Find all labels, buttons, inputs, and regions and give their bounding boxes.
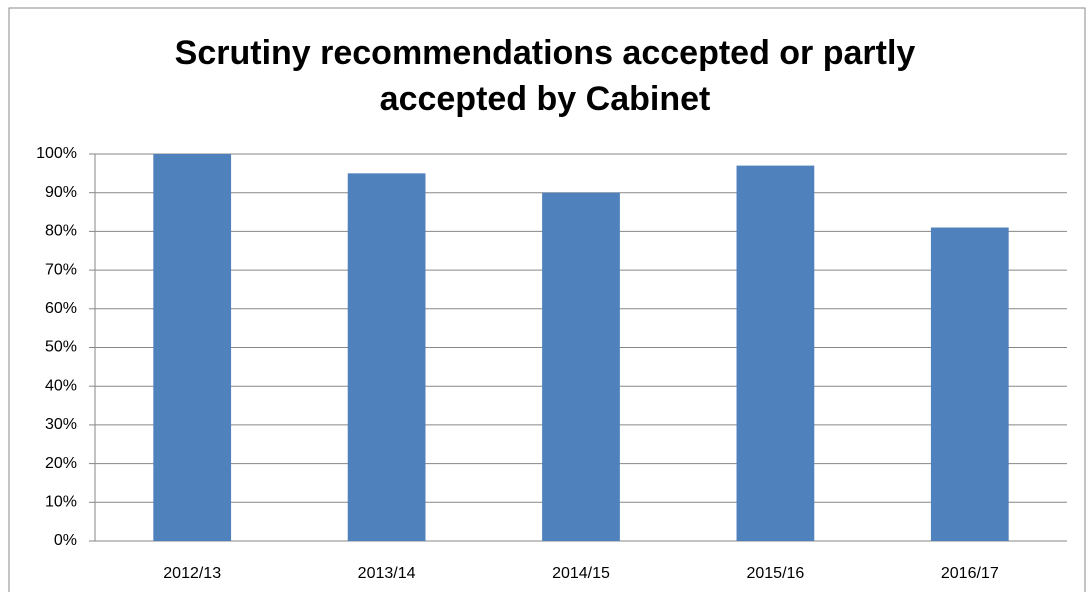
x-tick-label: 2016/17: [941, 565, 999, 582]
y-tick-label: 20%: [45, 455, 77, 472]
bar: [347, 173, 426, 541]
y-tick-label: 40%: [45, 377, 77, 394]
chart-title: Scrutiny recommendations accepted or par…: [174, 34, 916, 118]
bar: [542, 192, 620, 541]
y-tick-label: 100%: [36, 145, 77, 162]
y-tick-label: 90%: [45, 184, 77, 201]
bar: [930, 227, 1009, 541]
y-tick-label: 10%: [45, 494, 77, 511]
y-tick-label: 30%: [45, 416, 77, 433]
y-tick-label: 50%: [45, 339, 77, 356]
bar: [153, 154, 232, 541]
bar: [736, 165, 815, 542]
x-tick-label: 2013/14: [358, 565, 416, 582]
chart-border: [8, 7, 1086, 592]
y-tick-label: 70%: [45, 261, 77, 278]
x-tick-label: 2014/15: [552, 565, 610, 582]
x-tick-label: 2015/16: [746, 565, 804, 582]
y-tick-label: 80%: [45, 223, 77, 240]
y-tick-label: 60%: [45, 300, 77, 317]
y-tick-label: 0%: [54, 532, 77, 549]
x-tick-label: 2012/13: [163, 565, 221, 582]
